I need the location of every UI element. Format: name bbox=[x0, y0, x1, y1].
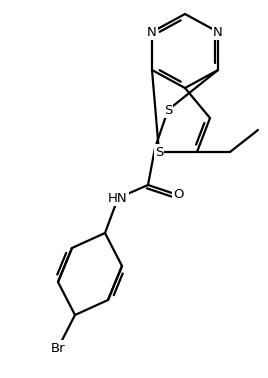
Text: Br: Br bbox=[51, 341, 65, 355]
Text: N: N bbox=[213, 25, 223, 39]
Text: HN: HN bbox=[108, 192, 128, 204]
Text: S: S bbox=[155, 146, 163, 158]
Text: O: O bbox=[173, 189, 183, 201]
Text: N: N bbox=[147, 25, 157, 39]
Text: S: S bbox=[164, 104, 172, 116]
